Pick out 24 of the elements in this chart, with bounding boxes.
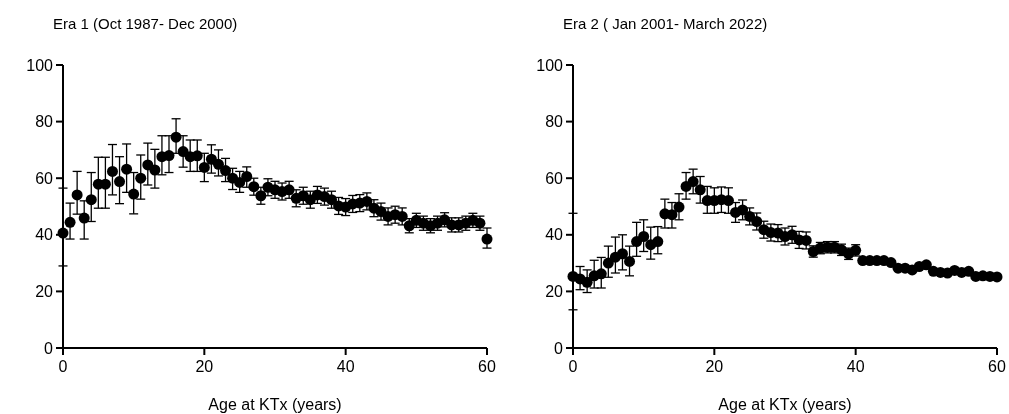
x-tick-label: 20 [705, 358, 724, 375]
x-tick-label: 40 [846, 358, 865, 375]
x-axis-title: Age at KTx (years) [718, 396, 852, 413]
y-tick-label: 80 [545, 113, 564, 131]
y-tick-label: 100 [536, 56, 564, 74]
x-axis-title: Age at KTx (years) [208, 396, 342, 413]
y-tick-label: 60 [35, 169, 54, 187]
chart-title: Era 1 (Oct 1987- Dec 2000) [53, 15, 238, 32]
chart-title: Era 2 ( Jan 2001- March 2022) [563, 15, 768, 32]
x-tick-label: 40 [336, 358, 355, 375]
x-tick-label: 0 [58, 358, 68, 375]
x-tick-label: 60 [478, 358, 496, 375]
y-tick-label: 60 [545, 169, 564, 187]
y-tick-label: 20 [545, 283, 564, 300]
x-tick-label: 0 [568, 358, 578, 375]
y-tick-label: 0 [554, 339, 564, 357]
x-tick-label: 20 [195, 358, 214, 375]
x-tick-label: 60 [988, 358, 1006, 375]
y-tick-label: 80 [35, 113, 54, 131]
y-tick-label: 0 [44, 339, 54, 357]
y-tick-label: 100 [26, 56, 54, 74]
y-tick-label: 20 [35, 283, 54, 300]
y-tick-label: 40 [545, 226, 564, 244]
y-tick-label: 40 [35, 226, 54, 244]
